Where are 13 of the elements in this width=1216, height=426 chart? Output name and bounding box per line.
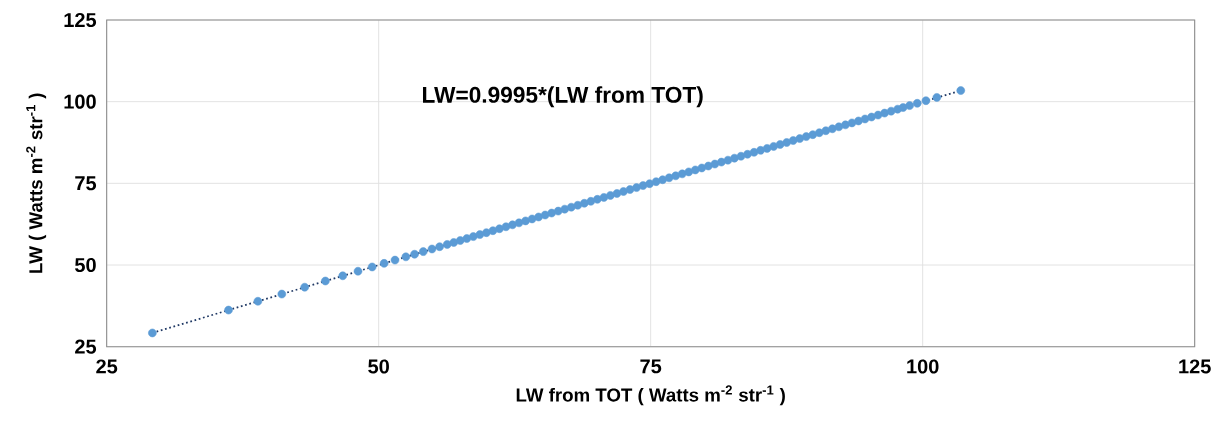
x-tick-label: 75: [640, 359, 662, 374]
x-tick-label: 125: [1179, 359, 1211, 374]
y-tick-label: 100: [64, 94, 96, 109]
x-tick-label: 50: [368, 359, 389, 374]
x-axis-title: LW from TOT ( Watts m$^{-2}$ str$^{-1}$ ): [516, 385, 785, 406]
y-tick-label: 125: [64, 12, 97, 28]
y-tick-label: 50: [74, 257, 96, 273]
y-axis-title: LW ( Watts m$^{-2}$ str$^{-1}$ ): [26, 93, 47, 273]
annotation: LW=0.9995*(LW from TOT): [423, 86, 703, 108]
y-tick-label: 75: [75, 176, 97, 191]
x-tick-label: 25: [96, 359, 118, 374]
y-tick-label: 25: [75, 339, 97, 354]
x-tick-label: 100: [907, 359, 939, 374]
